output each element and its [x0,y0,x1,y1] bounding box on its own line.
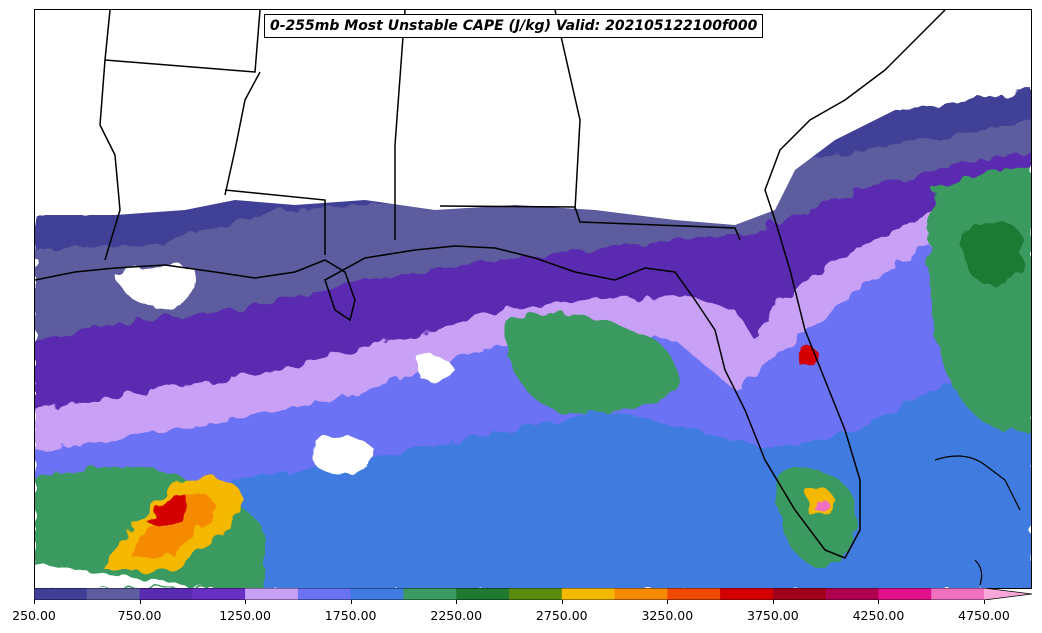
colorbar-tick-label: 2250.00 [430,608,483,623]
cape-region-fl-pink [815,498,830,512]
coastline-gulf [35,10,946,559]
colorbar-segment-500 [86,588,141,600]
state-line-ms-al [394,10,406,240]
cape-gap-bottomleft [35,565,205,588]
colorbar-segment-250 [34,588,88,600]
colorbar-segment-3000 [614,588,668,600]
colorbar-tick-mark [34,600,35,604]
colorbar-segment-4500 [931,588,985,600]
colorbar-tick-label: 4250.00 [852,608,905,623]
colorbar-segment-750 [139,588,193,600]
colorbar [34,588,1032,600]
colorbar-tick-label: 3750.00 [747,608,799,623]
cape-field [35,90,1031,588]
map-title: 0-255mb Most Unstable CAPE (J/kg) Valid:… [264,14,764,38]
cape-region-green-fl [775,468,857,570]
colorbar-segment-3250 [667,588,721,600]
colorbar-segment-1500 [297,588,352,600]
colorbar-tick-label: 250.00 [12,608,56,623]
colorbar-segment-2000 [403,588,457,600]
colorbar-segment-4250 [878,588,932,600]
land-north [35,10,1031,225]
colorbar-tick-mark [984,600,985,604]
colorbar-tick-mark [772,600,774,604]
colorbar-tick-mark [350,600,352,604]
state-line-ms-west [224,71,261,196]
boundaries [35,10,946,559]
colorbar-ticks: 250.00 750.00 1250.00 1750.00 2250.00 2750.00… [0,600,1042,633]
state-line-la-west [99,10,121,261]
state-line-al-ga [554,10,581,211]
colorbar-segment-2750 [561,588,616,600]
colorbar-tick-mark [878,600,880,604]
cape-region-midblue [35,360,1031,588]
colorbar-tick-label: 1250.00 [219,608,271,623]
cape-region-green-gulf [505,312,677,413]
state-line-la-ms [104,10,261,73]
colorbar-segment-2500 [509,588,563,600]
cape-map [35,10,1031,588]
colorbar-tick-label: 3250.00 [641,608,694,623]
colorbar-segment-3500 [720,588,774,600]
colorbar-tick-label: 2750.00 [535,608,588,623]
cape-gap-gulf-2 [312,436,375,476]
state-line-al-fl [439,205,741,241]
colorbar-tick-mark [667,600,669,604]
bahamas [934,455,1021,586]
colorbar-extend-arrow [984,588,1032,600]
colorbar-tick-label: 4750.00 [958,608,1010,623]
cape-region-darkgreen [962,222,1025,286]
colorbar-tick-label: 1750.00 [324,608,377,623]
cape-gap-gulf-1 [115,266,197,310]
colorbar-outline [34,588,1032,600]
colorbar-tick-mark [245,600,247,604]
cape-gap-gulf-3 [415,354,455,381]
colorbar-tick-mark [561,600,563,604]
colorbar-tick-label: 750.00 [117,608,162,623]
map-panel [34,9,1032,589]
colorbar-tick-mark [139,600,141,604]
state-line-ms-south [224,189,326,255]
colorbar-segment-1000 [192,588,246,600]
colorbar-tick-mark [456,600,458,604]
colorbar-segment-3750 [772,588,827,600]
colorbar-segment-2250 [456,588,510,600]
colorbar-segment-4000 [825,588,879,600]
colorbar-segment-1750 [350,588,404,600]
cape-region-orange [130,494,215,560]
cape-region-red [145,495,189,525]
colorbar-segment-1250 [245,588,299,600]
